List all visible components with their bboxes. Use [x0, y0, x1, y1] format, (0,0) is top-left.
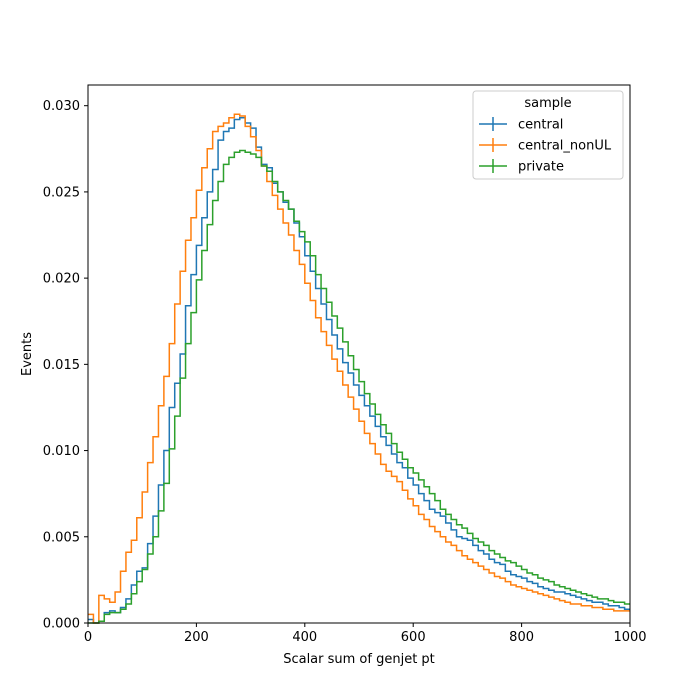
series-line-private: [88, 149, 630, 624]
y-tick-label: 0.020: [43, 272, 80, 287]
x-tick-label: 800: [509, 630, 534, 645]
x-tick-label: 0: [84, 630, 92, 645]
y-tick-label: 0.025: [43, 185, 80, 200]
y-tick-label: 0.000: [43, 617, 80, 632]
y-tick-label: 0.015: [43, 358, 80, 373]
series-line-central-nonUL: [88, 113, 630, 624]
legend-entry-central-nonUL-label: central_nonUL: [518, 139, 612, 154]
legend-entry-private: private: [479, 159, 564, 175]
y-tick-label: 0.030: [43, 99, 80, 114]
x-tick-label: 400: [292, 630, 317, 645]
x-axis: 0 200 400 600 800 1000: [84, 623, 647, 645]
plot-frame: [87, 84, 631, 624]
legend-entry-central-nonUL: central_nonUL: [479, 138, 612, 154]
x-tick-label: 200: [184, 630, 209, 645]
y-axis: 0.000 0.005 0.010 0.015 0.020 0.025 0.030: [43, 99, 88, 632]
legend-box: [472, 90, 624, 180]
legend-entry-central-label: central: [518, 118, 563, 133]
legend-entry-central: central: [479, 117, 563, 133]
legend-title: sample: [524, 96, 571, 111]
y-axis-label: Events: [20, 332, 35, 376]
series-line-central: [88, 117, 630, 624]
series-layer: [88, 113, 630, 624]
y-tick-label: 0.010: [43, 444, 80, 459]
x-axis-label: Scalar sum of genjet pt: [283, 652, 435, 667]
y-tick-label: 0.005: [43, 530, 80, 545]
x-tick-label: 600: [401, 630, 426, 645]
legend-entry-private-label: private: [518, 160, 564, 175]
x-tick-label: 1000: [613, 630, 646, 645]
